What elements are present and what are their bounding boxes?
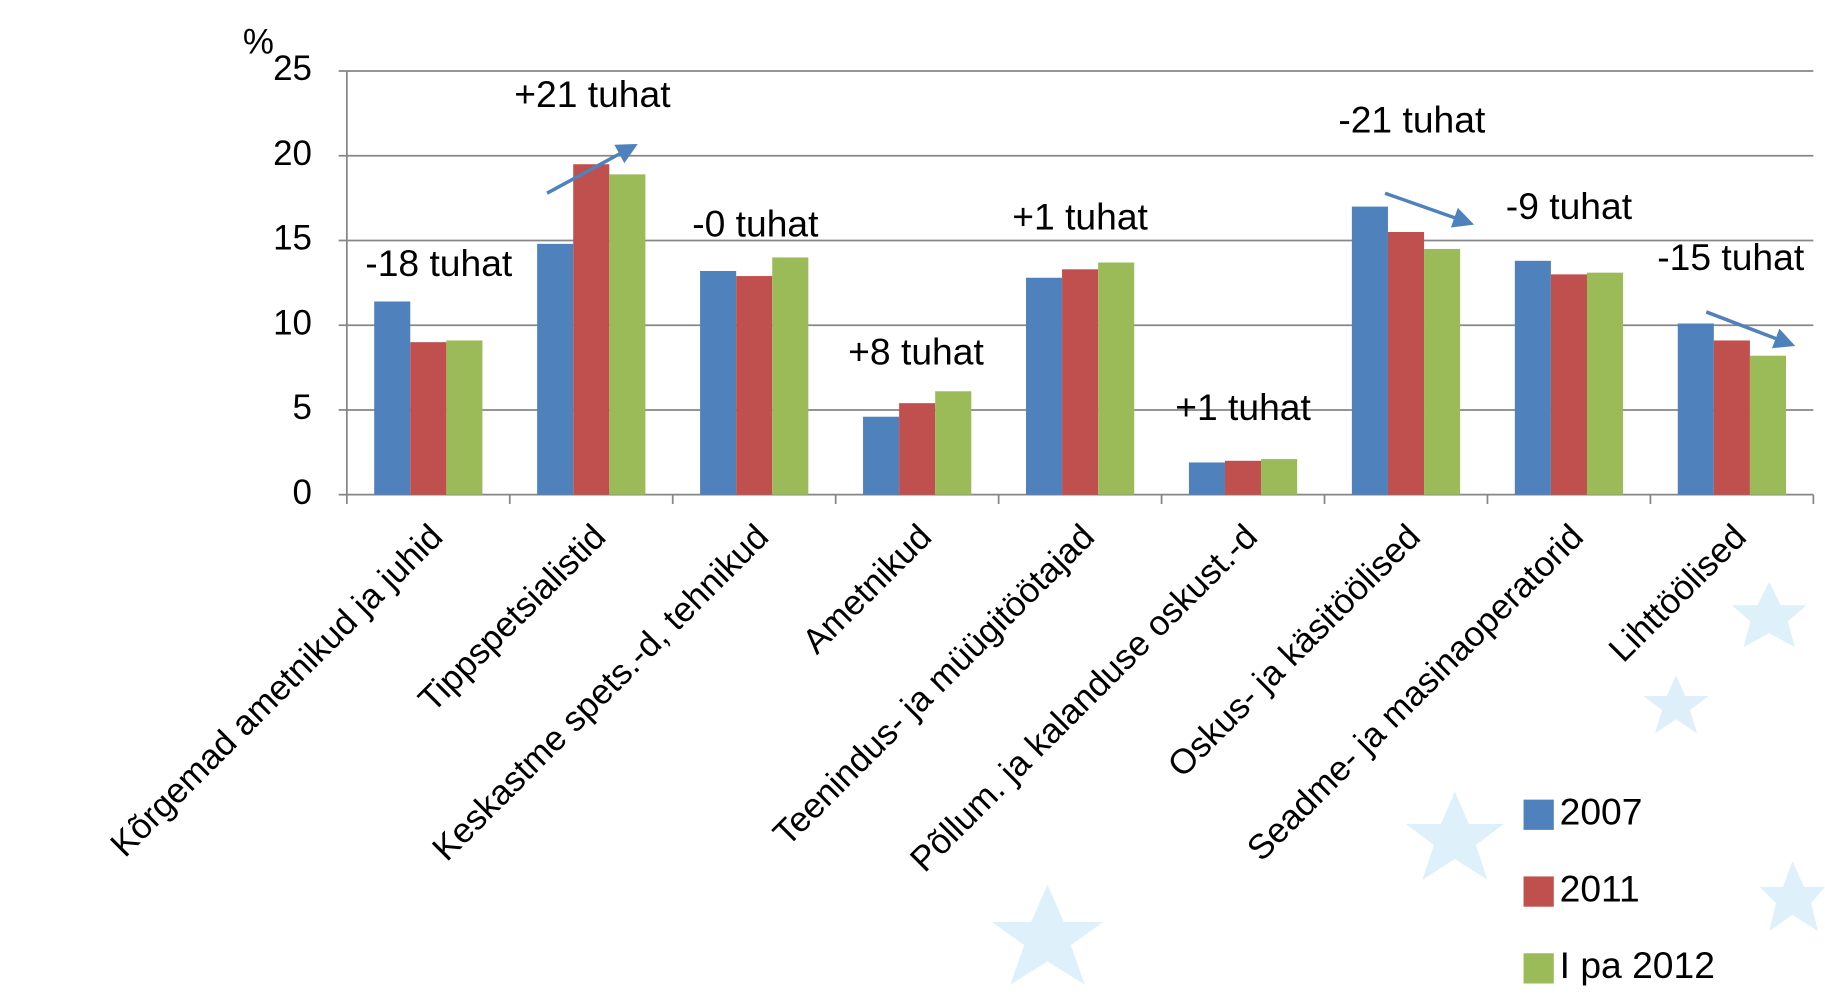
bar <box>1749 355 1787 495</box>
y-tick-label: 5 <box>293 388 312 427</box>
bar <box>1225 460 1262 495</box>
annotation: -18 tuhat <box>365 242 513 284</box>
trend-arrow <box>546 143 638 195</box>
x-tick-label: Ametnikud <box>795 517 939 661</box>
bar <box>863 416 900 495</box>
legend-swatch <box>1523 876 1554 907</box>
bar <box>1713 340 1750 495</box>
bar <box>1550 274 1587 495</box>
x-tick-label: Põllum. ja kalanduse oskust.-d <box>903 517 1265 879</box>
annotation: -21 tuhat <box>1338 99 1486 141</box>
y-tick-label: 0 <box>293 473 312 512</box>
y-tick-label: 20 <box>273 134 312 173</box>
legend-swatch <box>1523 799 1554 830</box>
bar <box>1261 459 1298 495</box>
x-tick-label: Lihttöölised <box>1601 517 1753 669</box>
annotation: -0 tuhat <box>692 202 819 244</box>
bar <box>374 301 411 495</box>
bar <box>1514 260 1551 495</box>
bar <box>573 164 610 495</box>
y-tick-label: 25 <box>273 49 312 88</box>
bar <box>700 270 737 495</box>
y-tick-label: 10 <box>273 303 312 342</box>
bar <box>1387 232 1425 495</box>
trend-arrow <box>1384 191 1475 228</box>
bar <box>1586 272 1624 495</box>
bar <box>446 340 483 495</box>
bar <box>1424 248 1461 495</box>
bar <box>1677 323 1714 495</box>
bar <box>1098 262 1135 495</box>
x-tick-label: Keskastme spets.-d, tehnikud <box>425 517 776 868</box>
bar <box>1188 462 1226 495</box>
annotation: -15 tuhat <box>1657 236 1805 278</box>
legend-label: I pa 2012 <box>1560 944 1715 986</box>
annotation: +8 tuhat <box>848 330 984 372</box>
bar <box>1351 206 1388 495</box>
trend-arrow <box>1705 310 1796 349</box>
annotation: +21 tuhat <box>514 73 671 115</box>
x-tick-label: Teenindus- ja müügitöötajad <box>766 517 1102 853</box>
legend-swatch <box>1523 953 1554 984</box>
bar <box>772 257 809 495</box>
x-tick-label: Kõrgemad ametnikud ja juhid <box>103 517 450 864</box>
bar <box>1062 269 1099 495</box>
bar <box>736 276 773 495</box>
legend-label: 2011 <box>1560 867 1640 909</box>
bar <box>410 342 447 495</box>
snowflake-decor <box>991 581 1825 985</box>
annotation: +1 tuhat <box>1012 195 1148 237</box>
annotation: -9 tuhat <box>1506 185 1633 227</box>
bar <box>1025 277 1063 495</box>
bar <box>899 403 936 495</box>
bar <box>537 243 574 495</box>
legend-label: 2007 <box>1560 791 1643 833</box>
bar <box>609 174 646 495</box>
y-axis-label: % <box>243 22 274 61</box>
y-tick-label: 15 <box>273 219 312 258</box>
bar <box>935 391 972 495</box>
annotation: +1 tuhat <box>1175 386 1311 428</box>
